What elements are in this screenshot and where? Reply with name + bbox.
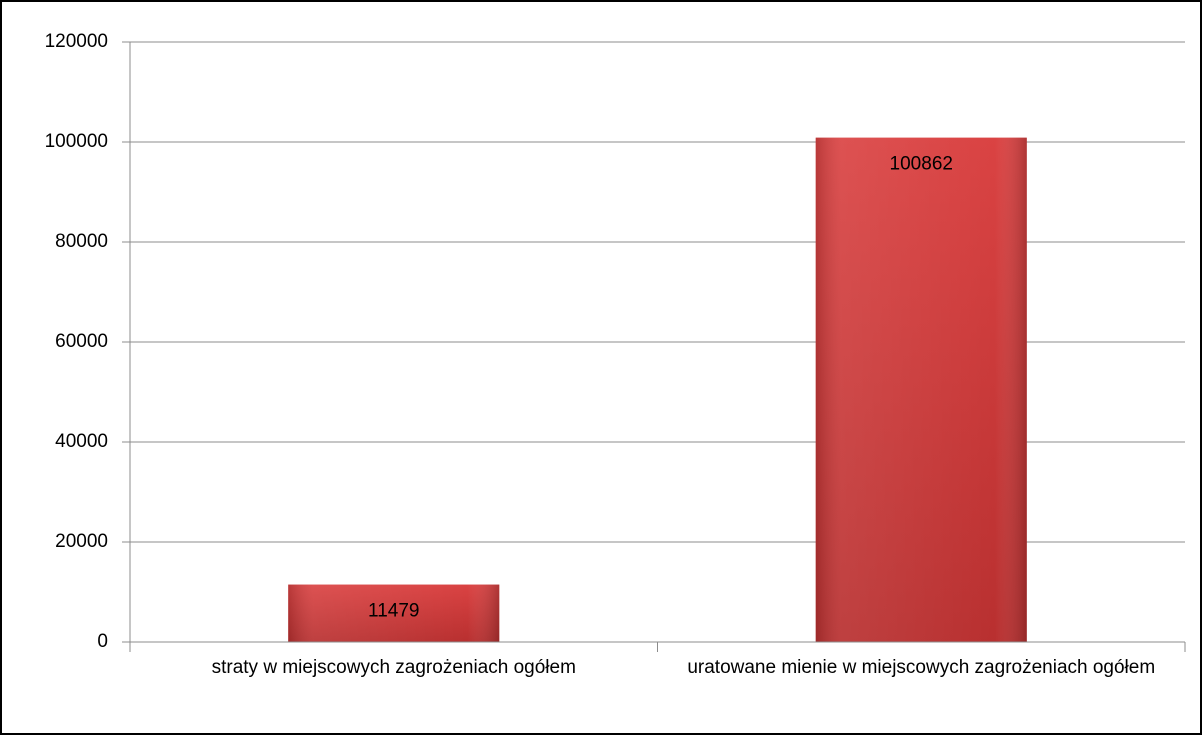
y-tick-label: 100000	[45, 131, 108, 152]
y-tick-label: 20000	[55, 531, 108, 552]
x-tick-label: uratowane mienie w miejscowych zagrożeni…	[687, 657, 1156, 678]
y-tick-label: 120000	[45, 31, 108, 52]
x-tick-label: straty w miejscowych zagrożeniach ogółem	[211, 657, 576, 678]
bar-highlight	[288, 584, 500, 642]
y-tick-label: 40000	[55, 431, 108, 452]
y-tick-label: 0	[97, 631, 108, 652]
data-label: 11479	[368, 601, 419, 622]
y-tick-label: 80000	[55, 231, 108, 252]
x-label-box: straty w miejscowych zagrożeniach ogółem	[211, 657, 576, 678]
x-label-box: uratowane mienie w miejscowych zagrożeni…	[687, 657, 1156, 678]
y-tick-label: 60000	[55, 331, 108, 352]
bar-highlight	[815, 137, 1027, 642]
data-label: 100862	[890, 154, 953, 175]
